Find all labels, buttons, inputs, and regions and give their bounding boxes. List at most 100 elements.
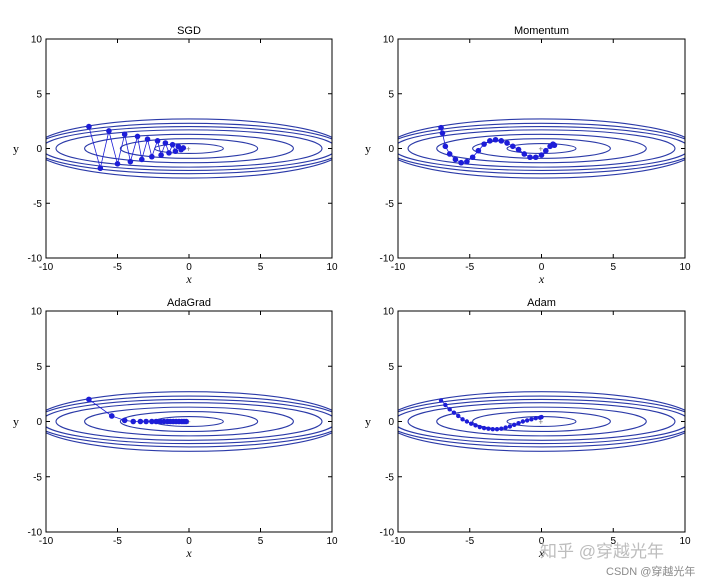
path-point xyxy=(492,136,499,143)
y-tick-label: 0 xyxy=(36,144,42,155)
y-tick-label: 5 xyxy=(388,89,394,100)
path-point xyxy=(154,138,161,144)
path-point xyxy=(510,143,516,150)
path-point xyxy=(134,133,141,140)
x-tick-label: 10 xyxy=(679,262,691,273)
path-point xyxy=(169,141,176,148)
y-tick-label: -10 xyxy=(28,254,43,265)
contour-line xyxy=(407,402,676,441)
y-tick-label: -10 xyxy=(380,528,395,539)
path-point xyxy=(468,421,474,426)
path-point xyxy=(490,427,495,432)
path-point xyxy=(121,417,128,424)
chart-title: SGD xyxy=(177,25,201,37)
contour-line xyxy=(84,133,294,164)
path-point xyxy=(477,424,482,430)
contour-line xyxy=(398,395,685,448)
path-point xyxy=(487,138,493,144)
path-point xyxy=(543,147,549,154)
path-point xyxy=(469,154,476,161)
y-tick-label: 0 xyxy=(388,417,394,428)
x-tick-label: 5 xyxy=(610,262,616,273)
contour-line xyxy=(55,402,323,441)
path-point xyxy=(527,154,533,161)
path-point xyxy=(180,145,187,151)
chart-panel: + -10 -5 0 5 10 10 5 0 -5 -10 Adam x y xyxy=(365,297,691,560)
path-point xyxy=(452,156,459,163)
path-point xyxy=(499,426,504,431)
x-tick-label: 10 xyxy=(326,536,338,547)
path-point xyxy=(86,396,92,403)
y-tick-label: -5 xyxy=(385,472,394,483)
path-point xyxy=(143,418,149,425)
path-point xyxy=(551,142,558,149)
y-tick-label: 10 xyxy=(383,35,395,46)
contour-line xyxy=(472,411,611,432)
x-tick-label: -5 xyxy=(113,536,122,547)
x-axis-label: x xyxy=(185,546,192,560)
path-point xyxy=(507,424,513,429)
path-point xyxy=(532,154,539,161)
path-point xyxy=(481,141,487,147)
contour-line xyxy=(436,133,647,164)
y-tick-label: -10 xyxy=(28,528,43,539)
contour-group xyxy=(46,118,332,179)
path-point xyxy=(503,425,508,430)
watermark-csdn: CSDN @穿越光年 xyxy=(606,564,695,578)
path-point xyxy=(464,158,470,165)
path-point xyxy=(447,407,452,412)
path-point xyxy=(456,413,461,419)
path-point xyxy=(498,138,505,144)
contour-line xyxy=(436,406,647,437)
path-point xyxy=(97,165,104,172)
contour-line xyxy=(398,391,685,452)
x-tick-label: 5 xyxy=(258,536,264,547)
path-point xyxy=(443,402,448,408)
contour-line xyxy=(46,126,332,171)
y-tick-label: 0 xyxy=(388,144,394,155)
path-point xyxy=(149,418,155,425)
contour-line xyxy=(398,118,685,179)
contour-line xyxy=(46,398,332,445)
x-tick-label: 0 xyxy=(539,262,545,273)
path-point xyxy=(515,146,522,153)
path-point xyxy=(538,152,545,158)
minimum-marker: + xyxy=(186,145,191,154)
x-tick-label: 5 xyxy=(610,536,616,547)
path-point xyxy=(166,150,172,156)
x-tick-label: 10 xyxy=(326,262,338,273)
contour-line xyxy=(407,129,676,168)
y-tick-label: 5 xyxy=(388,362,394,373)
y-axis-label: y xyxy=(13,142,19,156)
path-point xyxy=(438,398,444,403)
path-point xyxy=(516,420,521,426)
y-tick-label: 10 xyxy=(383,307,395,318)
path-point xyxy=(458,159,464,166)
y-axis-label: y xyxy=(365,415,371,429)
y-tick-label: -5 xyxy=(33,472,42,483)
contour-line xyxy=(84,406,294,437)
y-tick-label: 5 xyxy=(36,89,42,100)
watermark-zhihu: 知乎 @穿越光年 xyxy=(540,542,664,561)
path-point xyxy=(86,123,92,130)
x-axis-label: x xyxy=(185,272,192,286)
path-point xyxy=(144,136,151,142)
path-point xyxy=(158,152,164,158)
x-tick-label: 0 xyxy=(539,536,545,547)
y-tick-label: -5 xyxy=(385,199,394,210)
contour-line xyxy=(472,138,611,159)
contour-group xyxy=(398,391,685,452)
path-point xyxy=(439,130,446,136)
path-point xyxy=(504,140,510,146)
path-point xyxy=(481,425,487,431)
y-tick-label: -10 xyxy=(380,254,395,265)
contour-line xyxy=(55,129,323,168)
x-tick-label: -5 xyxy=(465,262,474,273)
path-point xyxy=(521,151,528,157)
chart-panel: + -10 -5 0 5 10 10 5 0 -5 -10 SGD x y xyxy=(13,25,338,286)
path-point xyxy=(539,414,544,420)
y-tick-label: -5 xyxy=(33,199,42,210)
path-point xyxy=(486,426,491,431)
